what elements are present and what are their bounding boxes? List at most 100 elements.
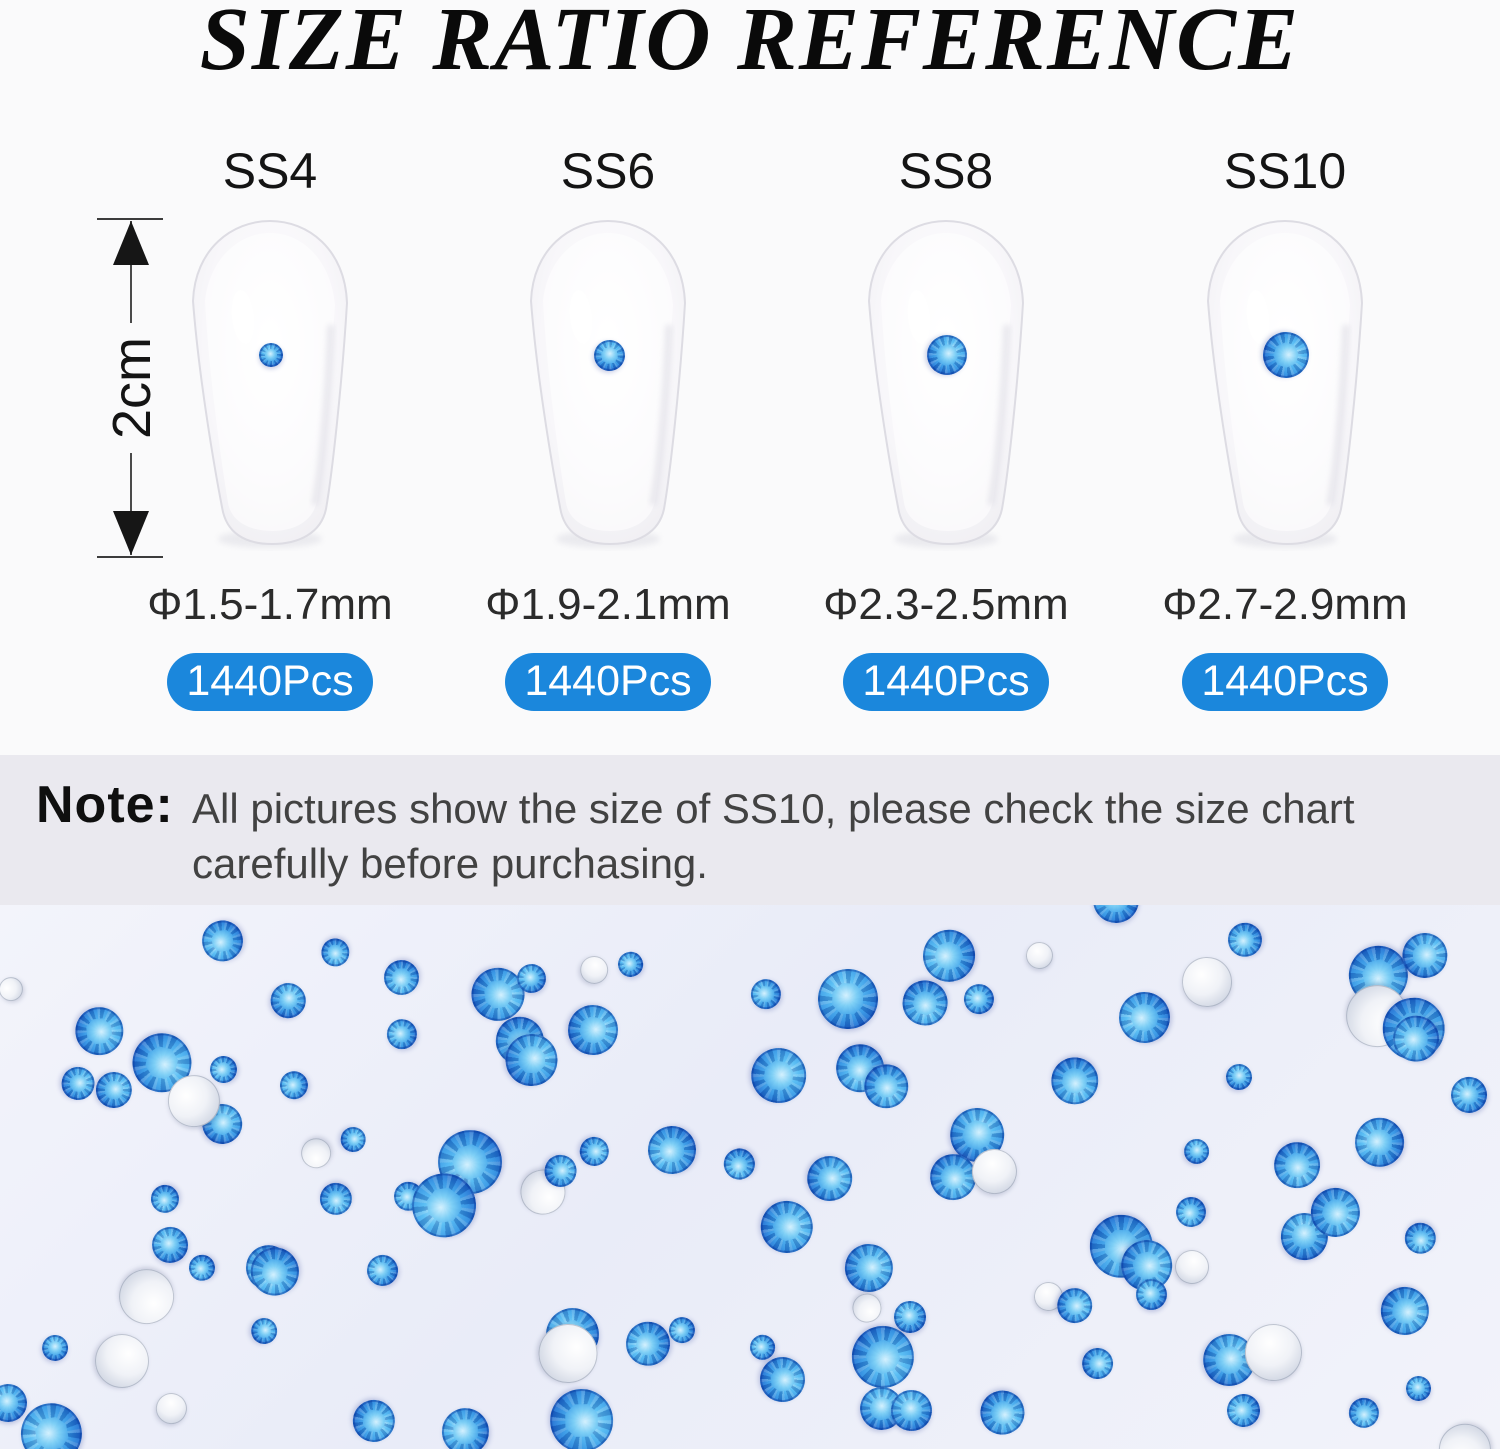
rhinestone xyxy=(1226,920,1264,959)
diameter-label: Φ1.9-2.1mm xyxy=(485,580,731,629)
rhinestone xyxy=(751,1191,823,1263)
rhinestone xyxy=(896,975,953,1032)
rhinestone xyxy=(1239,1318,1308,1387)
rhinestone xyxy=(1401,1219,1440,1258)
rhinestone xyxy=(318,935,353,970)
rhinestone xyxy=(574,1131,614,1171)
diameter-label: Φ2.3-2.5mm xyxy=(823,580,1069,629)
size-column-ss4: SS4 Φ1.5-1.7mm 1440Pcs xyxy=(130,0,410,755)
rhinestone xyxy=(1401,933,1448,979)
rhinestone xyxy=(380,1012,424,1056)
size-name-label: SS6 xyxy=(560,143,656,199)
rhinestone xyxy=(1112,986,1176,1050)
rhinestone xyxy=(148,1223,191,1266)
rhinestone xyxy=(800,1148,860,1208)
rhinestone xyxy=(249,1316,280,1346)
nail-tip-graphic xyxy=(518,213,698,551)
nail-tip-graphic xyxy=(180,213,360,551)
rhinestone xyxy=(263,975,313,1025)
dimension-annotation: 2cm xyxy=(95,215,169,560)
rhinestone xyxy=(1075,1342,1119,1385)
size-name-label: SS8 xyxy=(898,143,994,199)
size-column-ss6: SS6 Φ1.9-2.1mm 1440Pcs xyxy=(468,0,748,755)
rhinestone xyxy=(316,1179,356,1219)
rhinestone xyxy=(1220,1388,1267,1434)
note-text: All pictures show the size of SS10, plea… xyxy=(192,785,1355,887)
count-badge: 1440Pcs xyxy=(843,653,1049,711)
dimension-cap-bottom xyxy=(97,556,163,558)
rhinestone xyxy=(37,1330,73,1366)
note-label: Note: xyxy=(36,776,174,834)
rhinestone xyxy=(958,978,1001,1021)
size-name-label: SS10 xyxy=(1223,143,1347,199)
rhinestone xyxy=(360,1248,404,1292)
rhinestone xyxy=(114,1264,180,1330)
rhinestone xyxy=(1405,1376,1431,1402)
rhinestone xyxy=(536,1376,627,1449)
rhinestone xyxy=(645,1123,698,1177)
rhinestone xyxy=(851,1291,885,1325)
rhinestone xyxy=(1046,1052,1103,1109)
rhinestone-photo xyxy=(0,905,1500,1449)
rhinestone xyxy=(1173,1195,1208,1229)
note-banner: Note: All pictures show the size of SS10… xyxy=(0,755,1500,905)
rhinestone xyxy=(95,1070,133,1109)
rhinestone xyxy=(1220,1058,1258,1095)
rhinestone xyxy=(744,972,788,1016)
rhinestone xyxy=(150,1387,193,1429)
rhinestone xyxy=(187,1253,216,1283)
rhinestone xyxy=(504,1033,559,1088)
rhinestone xyxy=(1443,1070,1494,1121)
rhinestone xyxy=(613,947,647,981)
size-column-ss8: SS8 Φ2.3-2.5mm 1440Pcs xyxy=(806,0,1086,755)
rhinestone xyxy=(0,1382,29,1424)
rhinestone xyxy=(58,1064,97,1103)
rhinestone xyxy=(838,1237,899,1299)
page-title: SIZE RATIO REFERENCE xyxy=(199,0,1301,89)
rhinestone xyxy=(562,998,625,1061)
rhinestone xyxy=(1428,1414,1500,1449)
sample-rhinestone xyxy=(259,343,283,367)
rhinestone xyxy=(863,1062,910,1110)
rhinestone xyxy=(746,1042,812,1108)
count-badge: 1440Pcs xyxy=(1182,653,1388,711)
dimension-arrow-up-icon xyxy=(113,221,149,265)
count-badge: 1440Pcs xyxy=(505,653,711,711)
size-column-ss10: SS10 Φ2.7-2.9mm 1440Pcs xyxy=(1145,0,1425,755)
rhinestone xyxy=(89,1327,156,1394)
rhinestone xyxy=(1345,1394,1383,1432)
rhinestone xyxy=(145,1178,185,1219)
dimension-arrow-down-icon xyxy=(113,511,149,555)
size-name-label: SS4 xyxy=(222,143,318,199)
rhinestone xyxy=(199,917,247,964)
rhinestone xyxy=(431,1398,499,1449)
rhinestone xyxy=(1270,1138,1324,1192)
rhinestone xyxy=(0,972,28,1007)
rhinestone xyxy=(1178,1134,1215,1170)
rhinestone xyxy=(344,1391,404,1449)
rhinestone xyxy=(1092,905,1141,924)
size-comparison-panel: SIZE RATIO REFERENCE 2cm SS4 Φ1.5-1.7mm … xyxy=(0,0,1500,755)
rhinestone xyxy=(1344,1107,1414,1177)
dimension-cap-top xyxy=(97,218,163,220)
rhinestone xyxy=(377,952,427,1003)
rhinestone xyxy=(893,1300,926,1333)
diameter-label: Φ2.7-2.9mm xyxy=(1162,580,1408,629)
rhinestone xyxy=(275,1065,314,1104)
count-badge: 1440Pcs xyxy=(167,653,373,711)
rhinestone xyxy=(339,1124,368,1153)
rhinestone xyxy=(65,997,134,1066)
nail-tip-graphic xyxy=(856,213,1036,551)
rhinestone xyxy=(717,1143,761,1186)
rhinestone xyxy=(574,949,615,990)
rhinestone xyxy=(974,1384,1030,1441)
rhinestone xyxy=(1371,1276,1439,1345)
nail-tip-graphic xyxy=(1195,213,1375,551)
rhinestone xyxy=(1180,956,1233,1009)
diameter-label: Φ1.5-1.7mm xyxy=(147,580,393,629)
rhinestone xyxy=(295,1132,338,1174)
rhinestone xyxy=(242,1238,309,1305)
rhinestone xyxy=(622,1318,674,1369)
rhinestone xyxy=(816,967,879,1030)
